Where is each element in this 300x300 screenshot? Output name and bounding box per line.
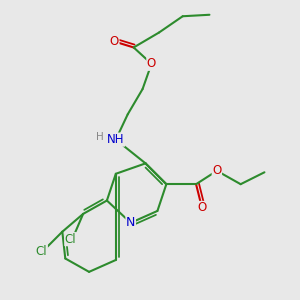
Text: O: O (212, 164, 221, 177)
Text: O: O (110, 35, 119, 48)
Text: O: O (147, 57, 156, 70)
Text: N: N (126, 216, 135, 229)
Text: Cl: Cl (65, 233, 76, 246)
Text: Cl: Cl (36, 244, 47, 258)
Text: NH: NH (107, 133, 124, 146)
Text: H: H (96, 132, 103, 142)
Text: O: O (197, 202, 207, 214)
